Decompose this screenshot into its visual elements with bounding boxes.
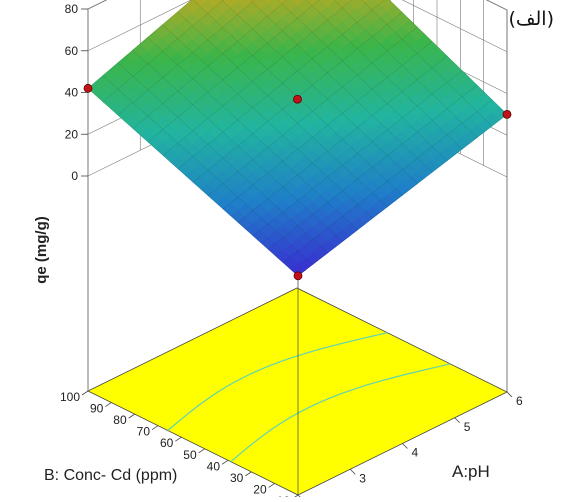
x-tick-label: 4: [412, 446, 419, 460]
response-surface: [88, 0, 507, 276]
y-tick: [245, 472, 251, 476]
y-tick-label: 30: [230, 471, 244, 485]
x-tick: [403, 444, 408, 449]
y-tick-label: 60: [160, 436, 174, 450]
x-tick: [455, 418, 460, 423]
z-axis-label: qe (mg/g): [33, 216, 50, 284]
x-tick: [350, 469, 355, 474]
x-tick: [507, 392, 512, 397]
y-tick: [152, 426, 158, 430]
y-tick: [129, 414, 135, 418]
z-tick-label: 60: [65, 44, 79, 58]
y-tick: [175, 437, 181, 441]
z-tick-label: 80: [65, 2, 79, 16]
y-tick: [269, 483, 275, 487]
design-point-0: [294, 272, 302, 280]
y-tick-label: 70: [137, 425, 151, 439]
y-tick-label: 40: [207, 459, 221, 473]
y-axis-label: B: Conc- Cd (ppm): [44, 467, 177, 484]
design-point-4: [294, 95, 302, 103]
design-point-1: [84, 84, 92, 92]
y-tick: [222, 460, 228, 464]
y-tick-label: 100: [60, 390, 80, 404]
x-tick-label: 6: [516, 394, 523, 408]
z-tick-label: 20: [65, 127, 79, 141]
x-tick-label: 3: [359, 471, 366, 485]
design-point-3: [503, 110, 511, 118]
figure-caption: (الف): [508, 8, 554, 30]
y-tick-label: 50: [183, 448, 197, 462]
z-tick-label: 40: [65, 86, 79, 100]
y-tick: [105, 403, 111, 407]
z-tick-label: 0: [71, 169, 78, 183]
x-tick-label: 5: [464, 420, 471, 434]
y-tick: [199, 449, 205, 453]
y-tick-label: 90: [90, 402, 104, 416]
y-tick-label: 20: [253, 482, 267, 496]
y-tick-label: 80: [113, 413, 127, 427]
floor-plane: [88, 288, 507, 495]
y-tick: [82, 391, 88, 395]
x-axis-label: A:pH: [452, 462, 490, 481]
